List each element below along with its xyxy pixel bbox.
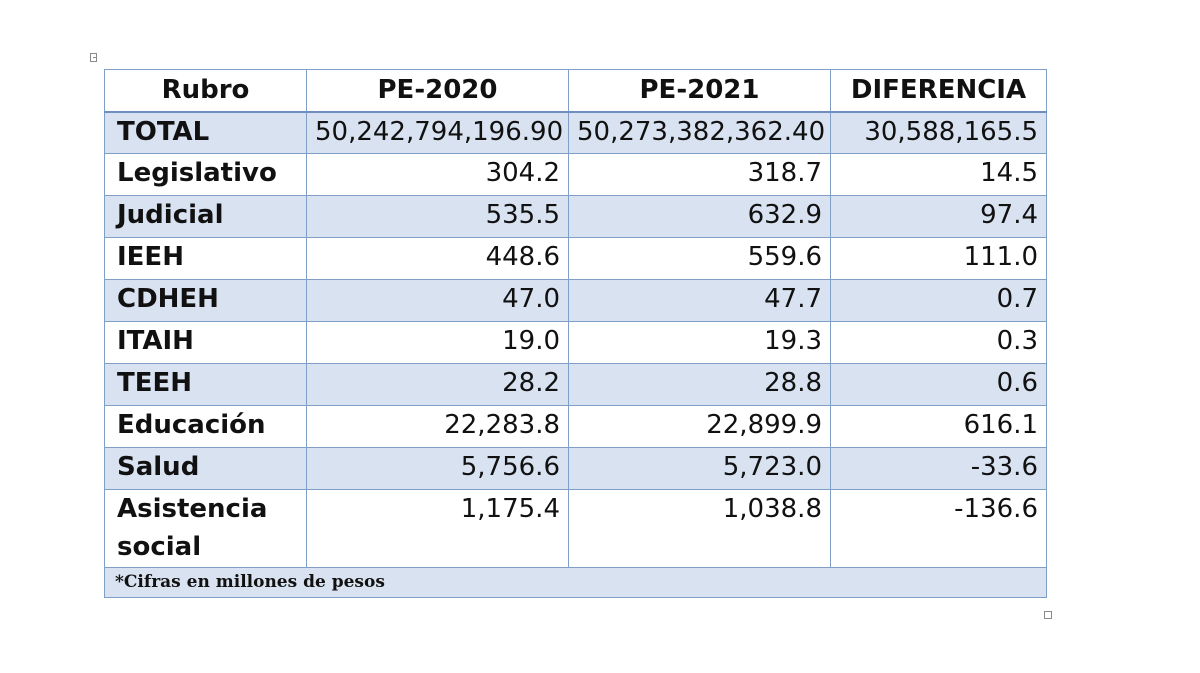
pe-2020-value: 19.0 bbox=[306, 321, 569, 364]
diferencia-value: 30,588,165.5 bbox=[830, 111, 1047, 154]
pe-2021-value: 19.3 bbox=[568, 321, 831, 364]
table-resize-handle[interactable] bbox=[1044, 611, 1052, 619]
pe-2021-value: 47.7 bbox=[568, 279, 831, 322]
table-header-row: Rubro PE-2020 PE-2021 DIFERENCIA bbox=[104, 69, 1047, 113]
row-label: CDHEH bbox=[104, 279, 307, 322]
table-row: Judicial 535.5 632.9 97.4 bbox=[104, 195, 1047, 238]
diferencia-value: 0.3 bbox=[830, 321, 1047, 364]
diferencia-value: 111.0 bbox=[830, 237, 1047, 280]
table-row: Legislativo 304.2 318.7 14.5 bbox=[104, 153, 1047, 196]
row-label: TEEH bbox=[104, 363, 307, 406]
diferencia-value: 14.5 bbox=[830, 153, 1047, 196]
pe-2020-value: 47.0 bbox=[306, 279, 569, 322]
pe-2020-value: 50,242,794,196.90 bbox=[306, 111, 569, 154]
pe-2020-value: 448.6 bbox=[306, 237, 569, 280]
pe-2021-value: 559.6 bbox=[568, 237, 831, 280]
pe-2021-value: 22,899.9 bbox=[568, 405, 831, 448]
table-row: Educación 22,283.8 22,899.9 616.1 bbox=[104, 405, 1047, 448]
table-row: ITAIH 19.0 19.3 0.3 bbox=[104, 321, 1047, 364]
table-footnote: *Cifras en millones de pesos bbox=[104, 567, 1047, 598]
row-label: ITAIH bbox=[104, 321, 307, 364]
budget-table: Rubro PE-2020 PE-2021 DIFERENCIA TOTAL 5… bbox=[104, 69, 1047, 598]
row-label: IEEH bbox=[104, 237, 307, 280]
header-diferencia: DIFERENCIA bbox=[830, 69, 1047, 113]
row-label: Salud bbox=[104, 447, 307, 490]
pe-2021-value: 50,273,382,362.40 bbox=[568, 111, 831, 154]
pe-2020-value: 304.2 bbox=[306, 153, 569, 196]
pe-2020-value: 28.2 bbox=[306, 363, 569, 406]
row-label: Asistencia social bbox=[104, 489, 307, 568]
pe-2020-value: 535.5 bbox=[306, 195, 569, 238]
header-pe-2021: PE-2021 bbox=[568, 69, 831, 113]
pe-2020-value: 5,756.6 bbox=[306, 447, 569, 490]
diferencia-value: 0.7 bbox=[830, 279, 1047, 322]
table-move-handle[interactable] bbox=[90, 53, 97, 62]
header-pe-2020: PE-2020 bbox=[306, 69, 569, 113]
diferencia-value: 97.4 bbox=[830, 195, 1047, 238]
table-row: TOTAL 50,242,794,196.90 50,273,382,362.4… bbox=[104, 111, 1047, 154]
diferencia-value: 616.1 bbox=[830, 405, 1047, 448]
table-row: IEEH 448.6 559.6 111.0 bbox=[104, 237, 1047, 280]
diferencia-value: -136.6 bbox=[830, 489, 1047, 568]
pe-2020-value: 1,175.4 bbox=[306, 489, 569, 568]
pe-2021-value: 5,723.0 bbox=[568, 447, 831, 490]
table-footnote-row: *Cifras en millones de pesos bbox=[104, 567, 1047, 598]
pe-2021-value: 632.9 bbox=[568, 195, 831, 238]
table-row: CDHEH 47.0 47.7 0.7 bbox=[104, 279, 1047, 322]
table-row: Salud 5,756.6 5,723.0 -33.6 bbox=[104, 447, 1047, 490]
header-rubro: Rubro bbox=[104, 69, 307, 113]
pe-2021-value: 318.7 bbox=[568, 153, 831, 196]
diferencia-value: 0.6 bbox=[830, 363, 1047, 406]
pe-2021-value: 28.8 bbox=[568, 363, 831, 406]
diferencia-value: -33.6 bbox=[830, 447, 1047, 490]
pe-2021-value: 1,038.8 bbox=[568, 489, 831, 568]
row-label: Educación bbox=[104, 405, 307, 448]
table-row: Asistencia social 1,175.4 1,038.8 -136.6 bbox=[104, 489, 1047, 568]
row-label: Judicial bbox=[104, 195, 307, 238]
row-label: Legislativo bbox=[104, 153, 307, 196]
row-label: TOTAL bbox=[104, 111, 307, 154]
table-row: TEEH 28.2 28.8 0.6 bbox=[104, 363, 1047, 406]
pe-2020-value: 22,283.8 bbox=[306, 405, 569, 448]
